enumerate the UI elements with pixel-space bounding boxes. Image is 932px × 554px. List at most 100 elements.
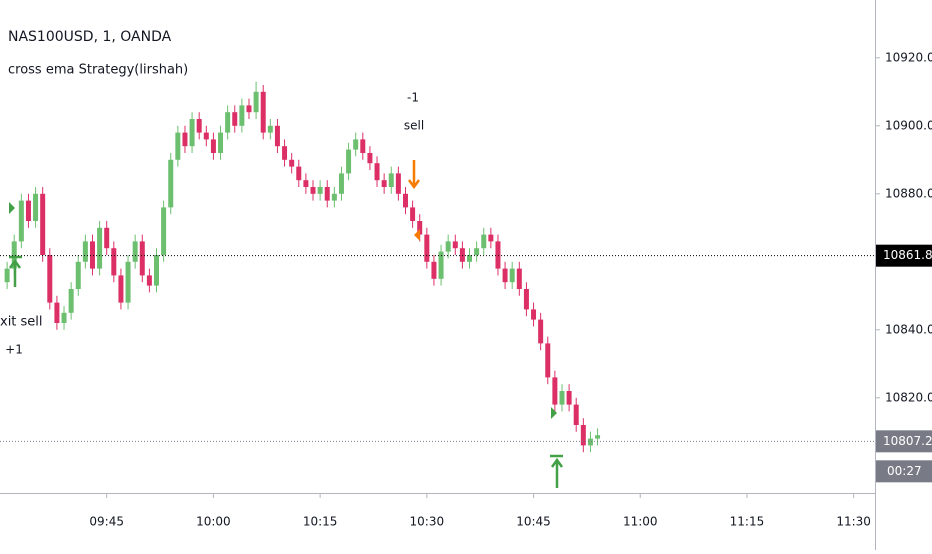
candle-body [89,241,95,269]
x-tick-label: 11:00 [623,515,658,529]
candle-body [324,187,330,201]
candle-body [488,234,494,242]
candle-body [402,193,408,208]
sell-arrow [407,160,421,190]
y-tick-label: 10840.0 [885,322,932,336]
buy-arrow [550,454,564,488]
y-tick-label: 10900.0 [885,118,932,132]
candle-body [331,193,337,201]
candle-body [11,241,17,269]
candle-body [303,180,309,187]
entry-marker [9,202,15,214]
candle-body [239,105,245,126]
price-label: 10861.8 [883,248,932,262]
candle-body [104,227,110,249]
candle-body [296,166,302,181]
candle-body [417,221,423,235]
candle-body [168,159,174,208]
chart-title: NAS100USD, 1, OANDA [8,29,172,45]
candle-body [516,268,522,289]
candle-body [346,149,352,174]
candle-body [445,241,451,252]
candle-body [154,255,160,286]
x-tick-label: 10:00 [196,515,231,529]
candle-body [481,234,487,249]
candle-body [40,193,46,255]
candle-body [54,302,60,323]
candle-body [4,268,10,283]
candle-body [523,289,529,310]
candle-body [474,248,480,255]
candle-body [97,227,103,269]
candle-body [395,173,401,194]
candle-body [175,132,181,160]
entry-marker [551,407,557,419]
candle-body [289,159,295,167]
candle-body [438,251,444,279]
candle-body [545,343,551,378]
candle-body [33,193,39,221]
candle-body [25,200,31,221]
candle-body [538,319,544,344]
annotation: -1 [407,91,419,105]
candle-body [595,435,601,439]
candle-body [566,391,572,405]
candle-body [573,404,579,425]
candle-body [587,438,593,446]
candle-body [367,153,373,164]
candle-body [317,187,323,194]
countdown: 00:27 [887,464,922,478]
plot [4,81,601,453]
candle-body [232,112,238,126]
candle-body [61,312,67,323]
candle-body [267,125,273,133]
candle-body [381,180,387,187]
annotation: xit sell [0,315,43,330]
candle-body [580,425,586,446]
candle-body [75,261,81,289]
candle-body [47,255,53,303]
candle-body [260,91,266,133]
candle-body [182,132,188,147]
candle-body [111,248,117,276]
candle-body [310,187,316,194]
candle-body [274,125,280,147]
candle-body [82,241,88,262]
y-tick-label: 10920.0 [885,50,932,64]
candle-body [467,255,473,262]
annotation: sell [404,119,424,133]
candle-body [132,241,138,262]
candle-body [139,241,145,276]
buy-arrow [8,255,22,287]
candle-body [189,119,195,147]
candle-body [552,377,558,405]
x-tick-label: 10:30 [410,515,445,529]
x-tick-label: 10:45 [516,515,551,529]
x-tick-label: 10:15 [303,515,338,529]
candle-body [353,139,359,150]
candle-body [531,309,537,320]
candle-body [509,268,515,283]
candle-body [253,91,259,113]
candle-body [196,119,202,133]
candle-body [218,132,224,153]
candle-body [559,391,565,405]
y-tick-label: 10880.0 [885,186,932,200]
candle-body [338,173,344,194]
candle-body [18,200,24,242]
y-tick-label: 10820.0 [885,390,932,404]
candle-body [118,275,124,303]
candle-body [424,234,430,262]
price-label-box [876,244,932,267]
annotation: +1 [5,343,23,357]
x-tick-label: 11:15 [730,515,765,529]
candle-body [146,275,152,286]
candle-body [495,241,501,269]
candle-body [502,268,508,283]
price-label-box [876,430,932,453]
candle-body [410,207,416,221]
candle-body [125,261,131,303]
candle-body [225,112,231,133]
candle-body [203,132,209,140]
